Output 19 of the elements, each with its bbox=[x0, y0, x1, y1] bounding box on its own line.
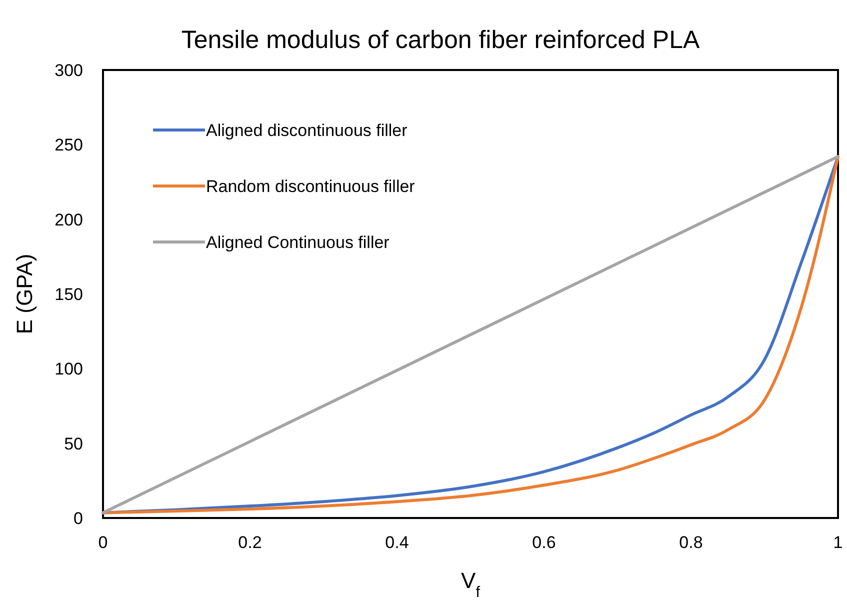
x-tick-label: 0.2 bbox=[238, 533, 262, 552]
x-tick-label: 0 bbox=[98, 533, 108, 552]
y-tick-label: 50 bbox=[64, 434, 83, 454]
y-axis-title: E (GPA) bbox=[12, 254, 37, 334]
chart-title: Tensile modulus of carbon fiber reinforced PLA bbox=[181, 26, 700, 54]
x-axis-title: V$_{f}$ bbox=[461, 568, 481, 600]
x-tick-label: 0.8 bbox=[679, 533, 703, 552]
x-tick-label: 0.6 bbox=[532, 533, 556, 552]
y-tick-label: 250 bbox=[54, 136, 83, 155]
x-tick-label: 1 bbox=[833, 533, 843, 552]
legend-label: Aligned Continuous filler bbox=[206, 233, 390, 252]
y-tick-label: 300 bbox=[54, 61, 83, 80]
legend-label: Aligned discontinuous filler bbox=[206, 121, 408, 140]
x-tick-label: 0.4 bbox=[385, 533, 409, 552]
y-tick-label: 100 bbox=[54, 360, 83, 379]
y-tick-label: 200 bbox=[54, 210, 83, 230]
legend-label: Random discontinuous filler bbox=[206, 177, 416, 196]
y-tick-label: 150 bbox=[54, 285, 83, 304]
y-tick-label: 0 bbox=[74, 509, 83, 528]
